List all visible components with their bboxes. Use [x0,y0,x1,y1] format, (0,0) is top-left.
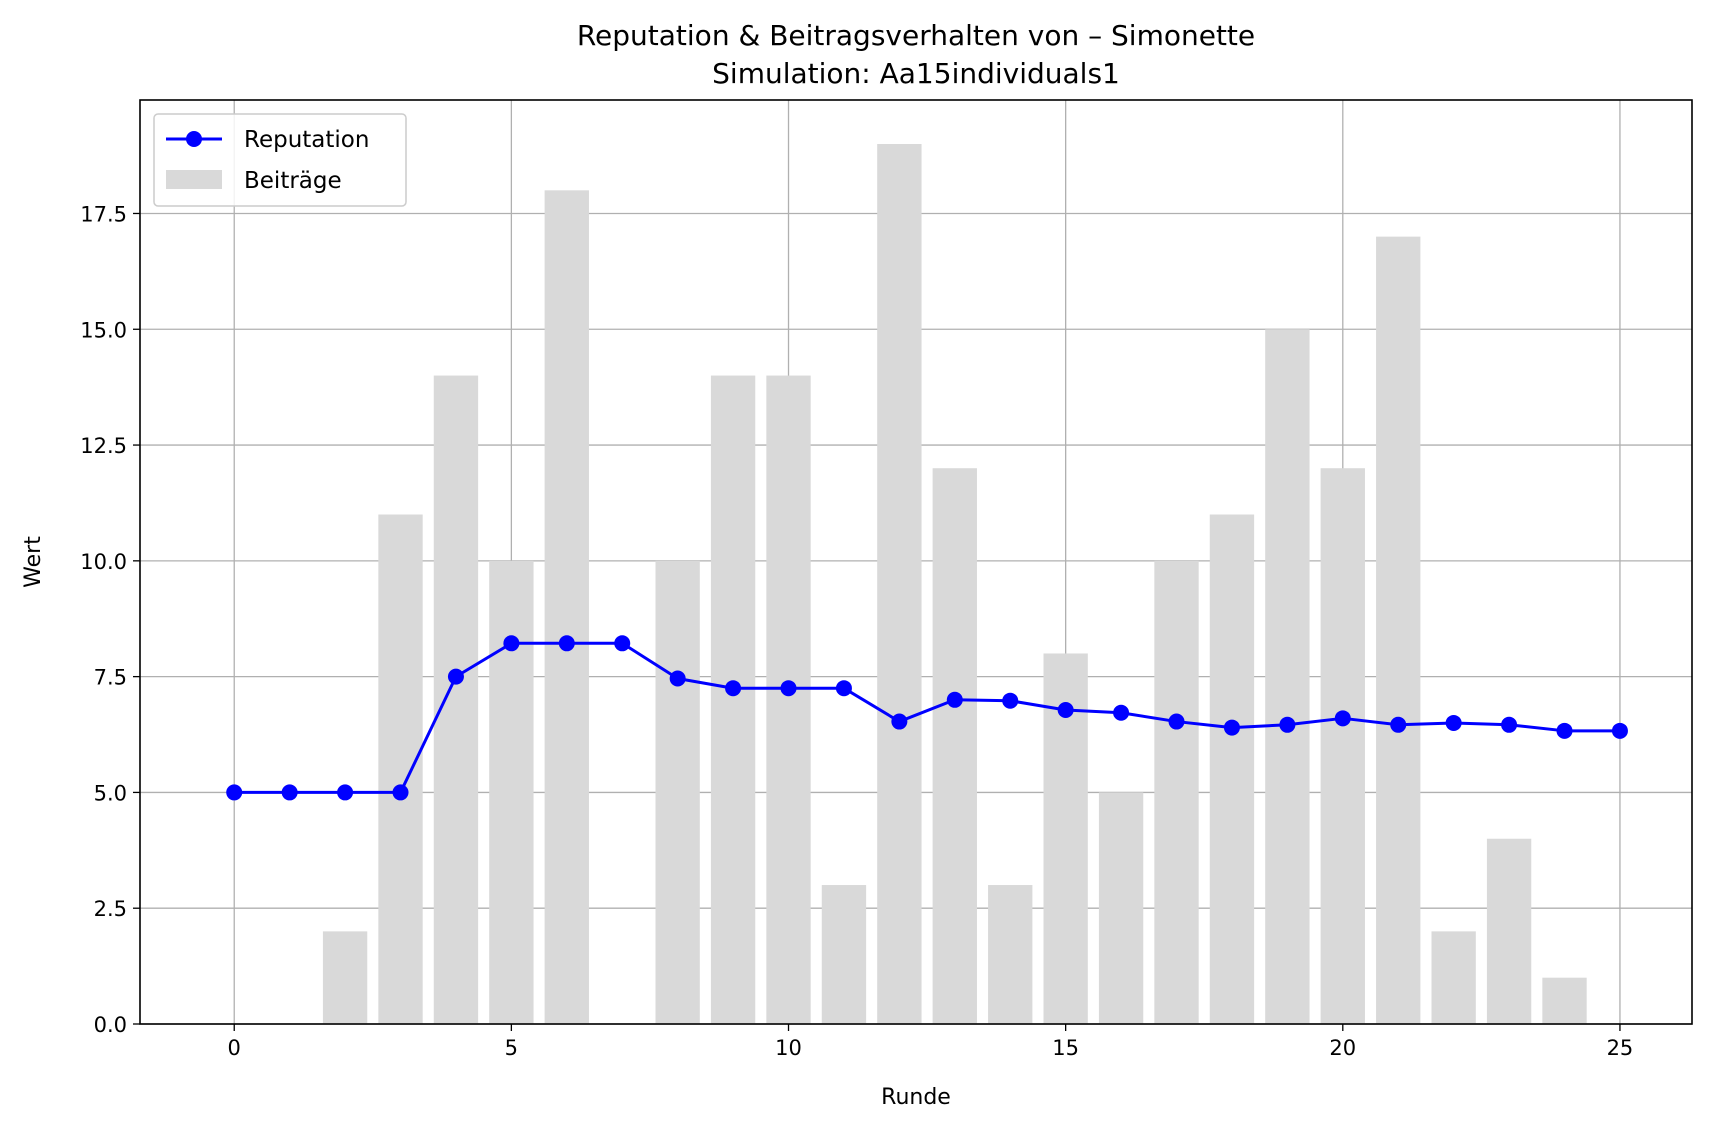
legend-beitraege-swatch [166,170,222,189]
contribution-bar [932,468,977,1024]
line-layer [226,635,1628,801]
contribution-bar [322,931,368,1024]
reputation-point [946,691,963,708]
reputation-point [780,680,797,697]
y-tick-label: 5.0 [94,781,127,805]
reputation-point [392,784,409,801]
contribution-bar [1376,236,1421,1024]
contribution-bar [1098,792,1144,1024]
legend: Reputation Beiträge [153,113,407,207]
contribution-bar [1486,838,1532,1024]
contribution-bar [710,375,756,1024]
contribution-bar [766,375,811,1024]
y-tick-label: 12.5 [80,434,127,458]
reputation-point [1279,716,1296,733]
contribution-bar [1265,329,1310,1024]
reputation-point [226,784,243,801]
reputation-point [503,635,520,652]
legend-reputation-label: Reputation [244,127,369,153]
tick-layer: 0 5 10 15 20 25 0.0 2.5 5.0 7.5 10.0 12.5 15.0 17.5 [80,202,1633,1060]
reputation-point [1113,704,1130,721]
contribution-bar [1542,977,1587,1024]
contribution-bar [1154,560,1199,1024]
reputation-point [1223,719,1240,736]
legend-beitraege-label: Beiträge [244,168,342,194]
reputation-point [1057,701,1074,718]
y-axis-label: Wert [21,536,46,588]
x-tick-label: 15 [1052,1036,1079,1060]
plot-frame [139,99,1693,1025]
reputation-point [1556,722,1573,739]
contribution-bar [378,514,423,1024]
reputation-point [1390,716,1407,733]
x-tick-label: 25 [1607,1036,1634,1060]
bar-layer [322,144,1587,1024]
contribution-bar [489,560,534,1024]
x-axis-label: Runde [881,1085,951,1110]
chart-title: Reputation & Beitragsverhalten von – Sim… [577,19,1255,52]
reputation-point [1002,692,1019,709]
y-tick-label: 7.5 [94,666,127,690]
contribution-bar [988,885,1033,1024]
contribution-bar [1431,931,1476,1024]
contribution-bar [877,144,922,1024]
x-tick-label: 0 [228,1036,241,1060]
y-tick-label: 17.5 [80,202,127,226]
contribution-bar [1320,468,1365,1024]
contribution-bar [433,375,479,1024]
y-tick-label: 10.0 [80,550,127,574]
reputation-point [835,680,852,697]
reputation-point [1334,710,1351,727]
reputation-point [669,670,686,687]
y-tick-label: 15.0 [80,318,127,342]
reputation-point [447,668,464,685]
legend-reputation-marker [186,131,202,147]
x-tick-label: 5 [505,1036,518,1060]
contribution-bar [821,885,867,1024]
y-tick-label: 0.0 [94,1013,127,1037]
reputation-point [725,680,742,697]
reputation-point [614,635,631,652]
reputation-line [234,641,1620,794]
reputation-point [1501,716,1518,733]
chart-subtitle: Simulation: Aa15individuals1 [712,57,1120,90]
reputation-point [337,784,354,801]
contribution-bar [544,190,589,1024]
y-tick-label: 2.5 [94,897,127,921]
reputation-point [891,713,908,730]
x-tick-label: 20 [1329,1036,1356,1060]
contribution-bar [655,560,700,1024]
x-tick-label: 10 [775,1036,802,1060]
reputation-point [1168,713,1185,730]
reputation-point [1445,714,1462,731]
reputation-point [1611,722,1628,739]
reputation-point [281,784,298,801]
reputation-point [558,635,575,652]
contribution-bar [1209,514,1255,1024]
